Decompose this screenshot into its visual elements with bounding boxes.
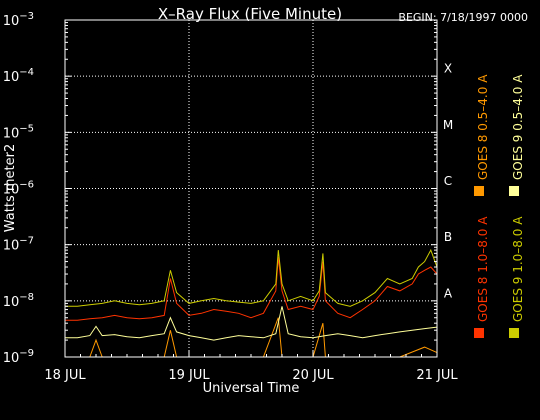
y-tick-label: 10−9 [3,348,34,366]
series-line-4 [65,306,438,341]
flare-class-labels: A B C M X [443,62,453,301]
y-axis-ticks: 10−9 10−8 10−7 10−6 10−5 10−4 10−3 [3,11,437,366]
y-tick-label: 10−5 [3,123,34,141]
y-tick-label: 10−6 [3,180,34,198]
chart-title: X–Ray Flux (Five Minute) [158,5,342,23]
x-tick-label: 18 JUL [44,368,86,383]
legend: GOES 8 1.0–8.0 A GOES 9 1.0–8.0 A GOES 8 0… [474,74,525,338]
begin-label: BEGIN: 7/18/1997 0000 [398,11,528,24]
series-line-1 [65,257,438,321]
legend-label-3: GOES 9 1.0–8.0 A [511,216,525,322]
series-line-2 [65,317,438,358]
flare-class-label: M [443,118,453,132]
y-tick-label: 10−7 [3,236,34,254]
flare-class-label: C [444,174,452,188]
x-tick-label: 19 JUL [168,368,210,383]
flare-class-label: X [444,62,452,76]
legend-label-1: GOES 8 1.0–8.0 A [476,216,490,322]
series-layer [65,248,438,358]
y-tick-label: 10−3 [3,11,34,29]
legend-swatch-4 [509,186,519,196]
x-axis-label: Universal Time [203,381,300,396]
grid-lines [65,20,437,357]
legend-swatch-1 [474,328,484,338]
flare-class-label: B [444,230,452,244]
legend-label-2: GOES 8 0.5–4.0 A [476,74,490,180]
legend-swatch-2 [474,186,484,196]
series-line-3 [65,248,438,307]
x-tick-label: 21 JUL [416,368,458,383]
flare-class-label: A [444,286,453,300]
y-tick-label: 10−4 [3,67,34,85]
y-axis-label: Watts meter2 [3,144,18,232]
legend-label-4: GOES 9 0.5–4.0 A [511,74,525,180]
x-axis-ticks: 18 JUL 19 JUL 20 JUL 21 JUL [44,350,458,383]
y-tick-label: 10−8 [3,292,34,310]
legend-swatch-3 [509,328,519,338]
x-tick-label: 20 JUL [292,368,334,383]
